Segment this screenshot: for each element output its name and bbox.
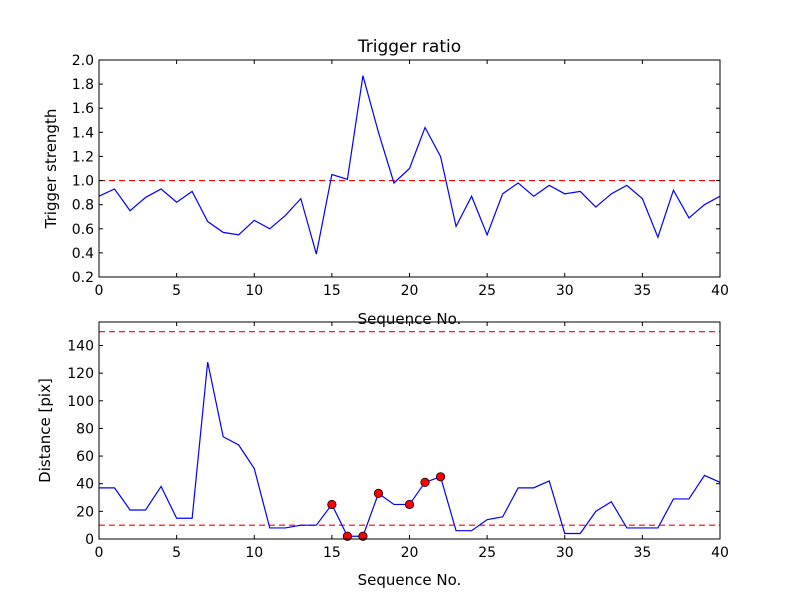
data-marker [358, 531, 368, 541]
data-marker [373, 488, 384, 498]
data-marker [342, 531, 352, 541]
x-tick-label: 25 [478, 545, 496, 561]
x-tick-label: 40 [711, 283, 729, 299]
series-line-0 [99, 361, 721, 537]
y-tick-label: 1.0 [72, 174, 94, 190]
x-tick-label: 15 [323, 545, 341, 561]
x-tick-label: 10 [245, 545, 263, 561]
x-tick-label: 35 [633, 283, 651, 299]
chart-title: Trigger ratio [357, 37, 461, 57]
y-tick-label: 80 [76, 421, 94, 437]
x-tick-label: 40 [711, 545, 729, 561]
x-tick-label: 15 [323, 283, 341, 299]
y-tick-label: 60 [76, 449, 94, 465]
y-tick-label: 0 [85, 532, 94, 548]
x-tick-label: 20 [401, 545, 419, 561]
y-tick-label: 1.2 [72, 149, 94, 165]
x-tick-label: 30 [556, 545, 574, 561]
y-tick-label: 20 [76, 504, 94, 520]
x-tick-label: 0 [95, 283, 104, 299]
y-tick-label: 0.6 [72, 222, 94, 238]
x-axis-label: Sequence No. [358, 310, 462, 328]
data-marker [404, 499, 415, 510]
y-axis-label: Trigger strength [42, 109, 60, 230]
y-tick-label: 2.0 [72, 53, 94, 69]
y-tick-label: 1.6 [72, 101, 94, 117]
y-tick-label: 100 [67, 394, 94, 410]
x-tick-label: 25 [478, 283, 496, 299]
y-tick-label: 1.4 [72, 125, 94, 141]
y-tick-label: 40 [76, 477, 94, 493]
y-tick-label: 0.8 [72, 198, 94, 214]
data-marker [435, 472, 446, 482]
trigger-ratio-plot: Trigger ratio 0 5 10 15 20 25 30 35 40 0.2 0.4 0.6 0… [42, 37, 729, 328]
data-marker [420, 477, 430, 487]
distance-plot: 0 5 10 15 20 25 30 35 40 0 20 40 60 80 100 120 140 Seque… [36, 321, 729, 589]
y-tick-label: 120 [67, 366, 94, 382]
x-axis-label: Sequence No. [358, 571, 462, 589]
x-tick-label: 5 [172, 545, 181, 561]
x-tick-label: 5 [172, 283, 181, 299]
y-tick-label: 1.8 [72, 77, 94, 93]
y-tick-label: 0.2 [72, 270, 94, 286]
y-tick-label: 0.4 [72, 246, 94, 262]
series-line-0 [98, 75, 721, 255]
y-axis-label: Distance [pix] [36, 378, 54, 483]
x-tick-label: 35 [633, 545, 651, 561]
x-tick-label: 30 [556, 283, 574, 299]
x-tick-label: 10 [245, 283, 263, 299]
y-tick-label: 140 [67, 338, 94, 354]
data-marker [327, 499, 337, 510]
x-tick-label: 0 [95, 545, 104, 561]
x-tick-label: 20 [401, 283, 419, 299]
